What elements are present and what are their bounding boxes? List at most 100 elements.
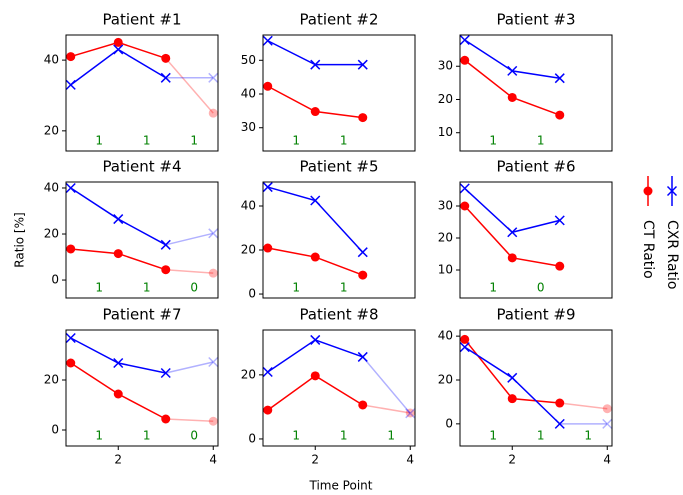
subplot-title: Patient #5 xyxy=(299,158,378,176)
subplot-title: Patient #1 xyxy=(102,11,181,29)
x-tick-label: 4 xyxy=(209,453,217,467)
series-line xyxy=(464,338,560,404)
annotation: 1 xyxy=(489,281,497,295)
subplot-title: Patient #9 xyxy=(496,306,575,324)
point xyxy=(113,214,124,225)
legend-label: CXR Ratio xyxy=(664,220,680,290)
x-tick-label: 4 xyxy=(406,453,414,467)
series-line xyxy=(267,40,363,66)
point xyxy=(208,356,219,368)
series-line xyxy=(267,339,364,373)
point xyxy=(262,366,273,378)
point xyxy=(507,227,518,238)
point xyxy=(602,404,612,414)
faded-segment xyxy=(165,418,214,422)
point xyxy=(310,59,321,70)
point xyxy=(357,59,368,70)
y-tick-label: 0 xyxy=(51,273,59,287)
annotation: 1 xyxy=(489,429,497,443)
y-tick-label: 0 xyxy=(248,287,256,301)
point xyxy=(554,215,565,226)
point xyxy=(161,53,171,63)
y-tick-label: 40 xyxy=(44,53,59,67)
point xyxy=(263,243,273,253)
legend-label: CT Ratio xyxy=(640,220,656,279)
point xyxy=(161,414,171,424)
faded-segment xyxy=(559,402,608,410)
annotation: 1 xyxy=(292,134,300,148)
faded-segment xyxy=(165,268,214,274)
point xyxy=(160,72,171,83)
faded-segment xyxy=(165,57,214,114)
point xyxy=(405,408,416,419)
subplot-title: Patient #7 xyxy=(102,306,181,324)
series-line xyxy=(70,48,167,86)
point xyxy=(460,201,470,211)
y-tick-label: 20 xyxy=(44,123,59,137)
point xyxy=(310,195,321,206)
point xyxy=(507,65,518,76)
point xyxy=(358,400,368,410)
annotation: 1 xyxy=(537,429,545,443)
subplot-title: Patient #4 xyxy=(102,158,181,176)
point xyxy=(263,405,273,415)
point xyxy=(66,244,76,254)
point xyxy=(555,261,565,271)
y-tick-label: 0 xyxy=(51,423,59,437)
point xyxy=(113,389,123,399)
y-tick-label: 10 xyxy=(438,263,453,277)
y-tick-label: 20 xyxy=(241,243,256,257)
axes-frame xyxy=(65,329,219,447)
x-tick-label: 2 xyxy=(508,453,516,467)
point xyxy=(161,265,171,275)
y-tick-label: 40 xyxy=(438,329,453,343)
annotation: 1 xyxy=(340,429,348,443)
y-tick-label: 20 xyxy=(241,367,256,381)
series-line xyxy=(70,337,166,374)
series-line xyxy=(464,39,560,79)
y-axis-label: Ratio [%] xyxy=(13,212,27,267)
point xyxy=(208,228,219,239)
point xyxy=(262,182,273,193)
annotation: 1 xyxy=(143,281,151,295)
point xyxy=(507,253,517,263)
point xyxy=(459,342,470,353)
subplot-title: Patient #2 xyxy=(299,11,378,29)
y-tick-label: 40 xyxy=(44,180,59,194)
axes-frame xyxy=(262,181,416,299)
axes-frame xyxy=(459,181,613,299)
annotation: 1 xyxy=(292,429,300,443)
y-tick-label: 40 xyxy=(241,198,256,212)
point xyxy=(65,79,76,90)
annotation: 1 xyxy=(537,134,545,148)
annotation: 1 xyxy=(489,134,497,148)
y-tick-label: 30 xyxy=(438,59,453,73)
y-tick-label: 20 xyxy=(438,92,453,106)
series-line xyxy=(464,187,560,234)
y-tick-label: 0 xyxy=(248,431,256,445)
faded-segment xyxy=(165,361,214,374)
point xyxy=(263,81,273,91)
axes-frame xyxy=(262,329,416,447)
y-tick-label: 20 xyxy=(44,373,59,387)
point xyxy=(113,357,124,369)
point xyxy=(555,110,565,120)
axes-frame xyxy=(262,34,416,152)
point xyxy=(357,247,368,258)
point xyxy=(358,113,368,123)
point xyxy=(459,34,470,46)
point xyxy=(358,270,368,280)
point xyxy=(310,252,320,262)
axes-frame xyxy=(459,329,613,447)
series-line xyxy=(267,374,364,411)
point xyxy=(602,418,613,429)
point xyxy=(262,35,273,46)
axes-frame xyxy=(65,181,219,299)
annotation: 1 xyxy=(190,134,198,148)
point xyxy=(507,92,517,102)
annotation: 0 xyxy=(190,429,198,443)
point xyxy=(208,268,218,278)
annotation: 1 xyxy=(340,134,348,148)
faded-segment xyxy=(362,356,411,414)
series-line xyxy=(267,186,364,253)
